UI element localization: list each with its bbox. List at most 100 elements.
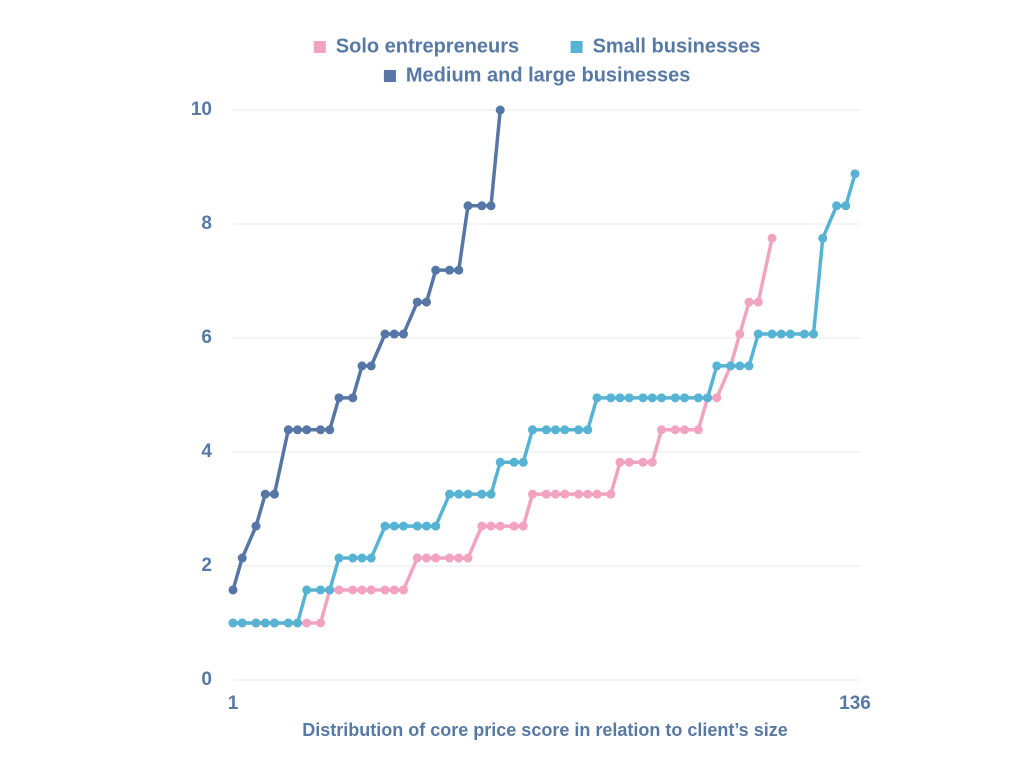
series-line (231, 109, 502, 591)
data-point (486, 201, 496, 211)
y-tick-label: 8 (201, 213, 212, 234)
data-point (753, 297, 763, 307)
data-point (357, 553, 367, 563)
data-point (767, 233, 777, 243)
data-point (712, 393, 722, 403)
data-point (753, 329, 763, 339)
data-point (477, 521, 487, 531)
data-point (325, 425, 335, 435)
data-point (606, 489, 616, 499)
data-point (389, 521, 399, 531)
data-point (228, 585, 238, 595)
y-tick-label: 0 (201, 669, 212, 690)
data-point (348, 585, 358, 595)
data-point (325, 585, 335, 595)
series-line (233, 173, 857, 625)
data-point (509, 521, 519, 531)
data-point (334, 585, 344, 595)
data-point (357, 585, 367, 595)
data-point (818, 233, 828, 243)
data-point (799, 329, 809, 339)
data-point (334, 393, 344, 403)
data-point (412, 521, 422, 531)
data-point (477, 489, 487, 499)
data-point (744, 297, 754, 307)
data-point (260, 489, 270, 499)
data-point (251, 618, 261, 628)
data-point (269, 618, 279, 628)
data-point (574, 489, 584, 499)
data-point (551, 425, 561, 435)
data-point (366, 553, 376, 563)
data-point (454, 265, 464, 275)
data-point (454, 489, 464, 499)
data-point (583, 425, 593, 435)
y-tick-label: 2 (201, 555, 212, 576)
data-point (398, 329, 408, 339)
data-point (680, 393, 690, 403)
data-point (334, 553, 344, 563)
data-point (398, 521, 408, 531)
data-point (366, 585, 376, 595)
data-point (316, 425, 326, 435)
data-point (477, 201, 487, 211)
data-point (518, 457, 528, 467)
data-point (647, 393, 657, 403)
data-point (398, 585, 408, 595)
data-point (726, 361, 736, 371)
data-point (744, 361, 754, 371)
data-point (316, 585, 326, 595)
data-point (260, 618, 270, 628)
data-point (670, 393, 680, 403)
data-point (237, 553, 247, 563)
data-point (389, 329, 399, 339)
data-point (445, 489, 455, 499)
data-point (693, 393, 703, 403)
data-point (269, 489, 279, 499)
data-point (366, 361, 376, 371)
data-point (809, 329, 819, 339)
data-point (283, 618, 293, 628)
data-point (638, 393, 648, 403)
data-point (656, 425, 666, 435)
data-point (624, 457, 634, 467)
data-point (463, 201, 473, 211)
data-point (767, 329, 777, 339)
data-point (850, 169, 860, 179)
data-point (380, 521, 390, 531)
data-point (302, 425, 312, 435)
y-tick-label: 6 (201, 327, 212, 348)
data-point (735, 329, 745, 339)
data-point (670, 425, 680, 435)
data-point (656, 393, 666, 403)
data-point (412, 553, 422, 563)
data-point (615, 393, 625, 403)
data-point (380, 585, 390, 595)
data-point (606, 393, 616, 403)
legend-swatch (570, 41, 583, 53)
data-point (357, 361, 367, 371)
data-point (527, 489, 537, 499)
data-point (422, 521, 432, 531)
data-point (693, 425, 703, 435)
data-point (541, 425, 551, 435)
data-point (703, 393, 713, 403)
data-point (348, 553, 358, 563)
legend-swatch (383, 70, 396, 82)
legend-swatch (313, 41, 326, 53)
data-point (293, 425, 303, 435)
data-point (302, 585, 312, 595)
data-point (486, 521, 496, 531)
legend-label: Medium and large businesses (406, 64, 691, 86)
data-point (486, 489, 496, 499)
data-point (283, 425, 293, 435)
data-point (560, 489, 570, 499)
data-point (389, 585, 399, 595)
y-tick-label: 4 (201, 441, 212, 462)
data-point (592, 489, 602, 499)
data-point (615, 457, 625, 467)
data-point (412, 297, 422, 307)
data-point (680, 425, 690, 435)
data-point (541, 489, 551, 499)
